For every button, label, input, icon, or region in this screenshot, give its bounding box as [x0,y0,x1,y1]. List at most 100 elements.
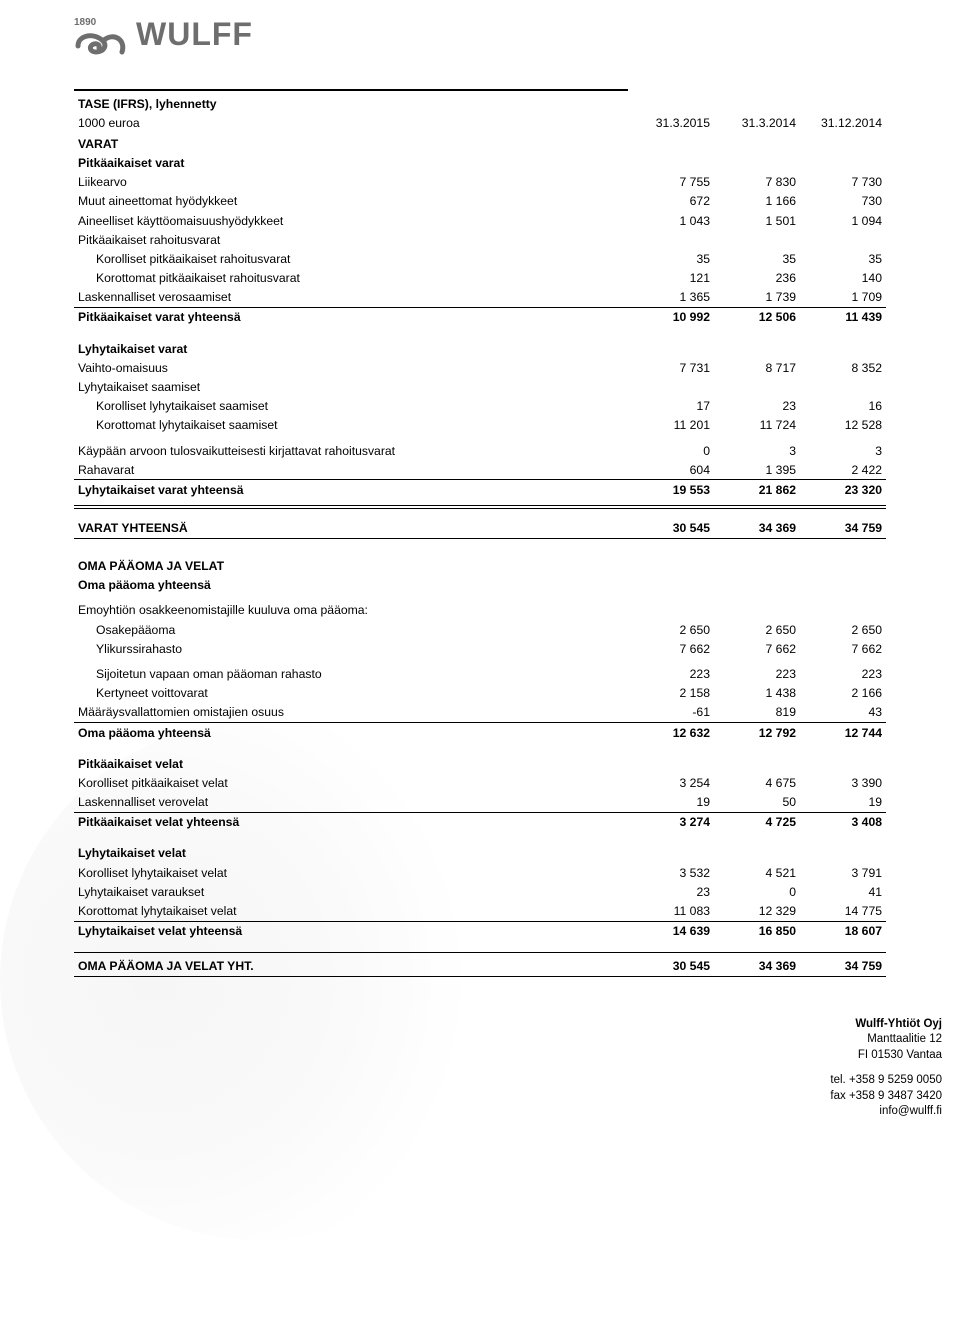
swirl-icon [74,30,128,58]
cell: 12 506 [714,307,800,327]
company-logo: 1890 WULFF [74,18,886,63]
cell: 19 [800,793,886,813]
cell: 16 850 [714,921,800,941]
section-heading: VARAT [74,134,628,153]
cell: 140 [800,269,886,288]
cell: 8 717 [714,358,800,377]
cell: 2 166 [800,684,886,703]
row-label: Osakepääoma [74,620,628,639]
section-heading: Pitkäaikaiset velat [74,754,628,773]
row-label: Korolliset lyhytaikaiset saamiset [74,397,628,416]
cell: 223 [628,664,714,683]
row-label: Pitkäaikaiset velat yhteensä [74,812,628,832]
cell: 7 755 [628,173,714,192]
cell: 2 422 [800,460,886,480]
cell: 2 650 [714,620,800,639]
row-label: Korottomat lyhytaikaiset velat [74,901,628,921]
cell: 3 791 [800,863,886,882]
cell: 3 274 [628,812,714,832]
cell: 0 [628,441,714,460]
cell: 4 725 [714,812,800,832]
cell: 819 [714,703,800,723]
row-label: OMA PÄÄOMA JA VELAT YHT. [74,953,628,977]
footer-company: Wulff-Yhtiöt Oyj [0,1017,942,1033]
cell: 30 545 [628,953,714,977]
cell: 1 043 [628,211,714,230]
cell: 23 320 [800,480,886,500]
cell: 3 254 [628,773,714,792]
row-label: Käypään arvoon tulosvaikutteisesti kirja… [74,441,628,460]
cell: 0 [714,882,800,901]
row-label: Korottomat lyhytaikaiset saamiset [74,416,628,435]
row-label: Korolliset pitkäaikaiset velat [74,773,628,792]
row-label: Ylikurssirahasto [74,639,628,658]
cell: 223 [714,664,800,683]
section-heading: Lyhytaikaiset varat [74,339,628,358]
cell: 2 650 [800,620,886,639]
cell: 7 662 [628,639,714,658]
row-label: Lyhytaikaiset saamiset [74,377,628,396]
row-label: Liikearvo [74,173,628,192]
cell: 7 731 [628,358,714,377]
cell: 1 365 [628,288,714,308]
row-label: Vaihto-omaisuus [74,358,628,377]
cell: 7 662 [800,639,886,658]
cell: 41 [800,882,886,901]
section-heading: OMA PÄÄOMA JA VELAT [74,556,628,575]
cell: 3 408 [800,812,886,832]
cell: 19 553 [628,480,714,500]
cell: 730 [800,192,886,211]
row-label: Oma pääoma yhteensä [74,722,628,742]
section-heading: Lyhytaikaiset velat [74,844,628,863]
cell: 236 [714,269,800,288]
logo-mark: 1890 [74,18,128,63]
cell: 11 724 [714,416,800,435]
footer-email: info@wulff.fi [0,1104,942,1120]
cell: 12 528 [800,416,886,435]
row-label: Lyhytaikaiset varat yhteensä [74,480,628,500]
row-label: Pitkäaikaiset varat yhteensä [74,307,628,327]
section-heading: Oma pääoma yhteensä [74,576,628,595]
cell: 7 830 [714,173,800,192]
cell: 34 759 [800,519,886,539]
section-heading: Pitkäaikaiset varat [74,153,628,172]
row-label: Aineelliset käyttöomaisuushyödykkeet [74,211,628,230]
cell: 43 [800,703,886,723]
cell: 7 662 [714,639,800,658]
row-label: Rahavarat [74,460,628,480]
cell: 21 862 [714,480,800,500]
cell: 35 [714,249,800,268]
cell: 34 369 [714,953,800,977]
cell: 12 744 [800,722,886,742]
cell: 121 [628,269,714,288]
cell: 4 675 [714,773,800,792]
cell: 1 501 [714,211,800,230]
cell: 34 759 [800,953,886,977]
row-label: Muut aineettomat hyödykkeet [74,192,628,211]
column-header: 31.3.2015 [628,114,714,135]
cell: 35 [628,249,714,268]
cell: 223 [800,664,886,683]
cell: 23 [714,397,800,416]
cell: 19 [628,793,714,813]
cell: 8 352 [800,358,886,377]
cell: 1 395 [714,460,800,480]
column-header: 31.12.2014 [800,114,886,135]
row-label: VARAT YHTEENSÄ [74,519,628,539]
row-label: Kertyneet voittovarat [74,684,628,703]
cell: 23 [628,882,714,901]
cell: 14 639 [628,921,714,941]
cell: 2 158 [628,684,714,703]
cell: 3 532 [628,863,714,882]
cell: 17 [628,397,714,416]
logo-wordmark: WULFF [136,18,253,50]
cell: 1 166 [714,192,800,211]
column-header: 31.3.2014 [714,114,800,135]
page-footer: Wulff-Yhtiöt Oyj Manttaalitie 12 FI 0153… [0,1007,960,1134]
cell: 1 438 [714,684,800,703]
cell: 12 329 [714,901,800,921]
cell: 11 439 [800,307,886,327]
page-content: 1890 WULFF TASE (IFRS), lyhennetty 1000 … [0,0,960,1007]
cell: 3 390 [800,773,886,792]
row-label: Laskennalliset verovelat [74,793,628,813]
